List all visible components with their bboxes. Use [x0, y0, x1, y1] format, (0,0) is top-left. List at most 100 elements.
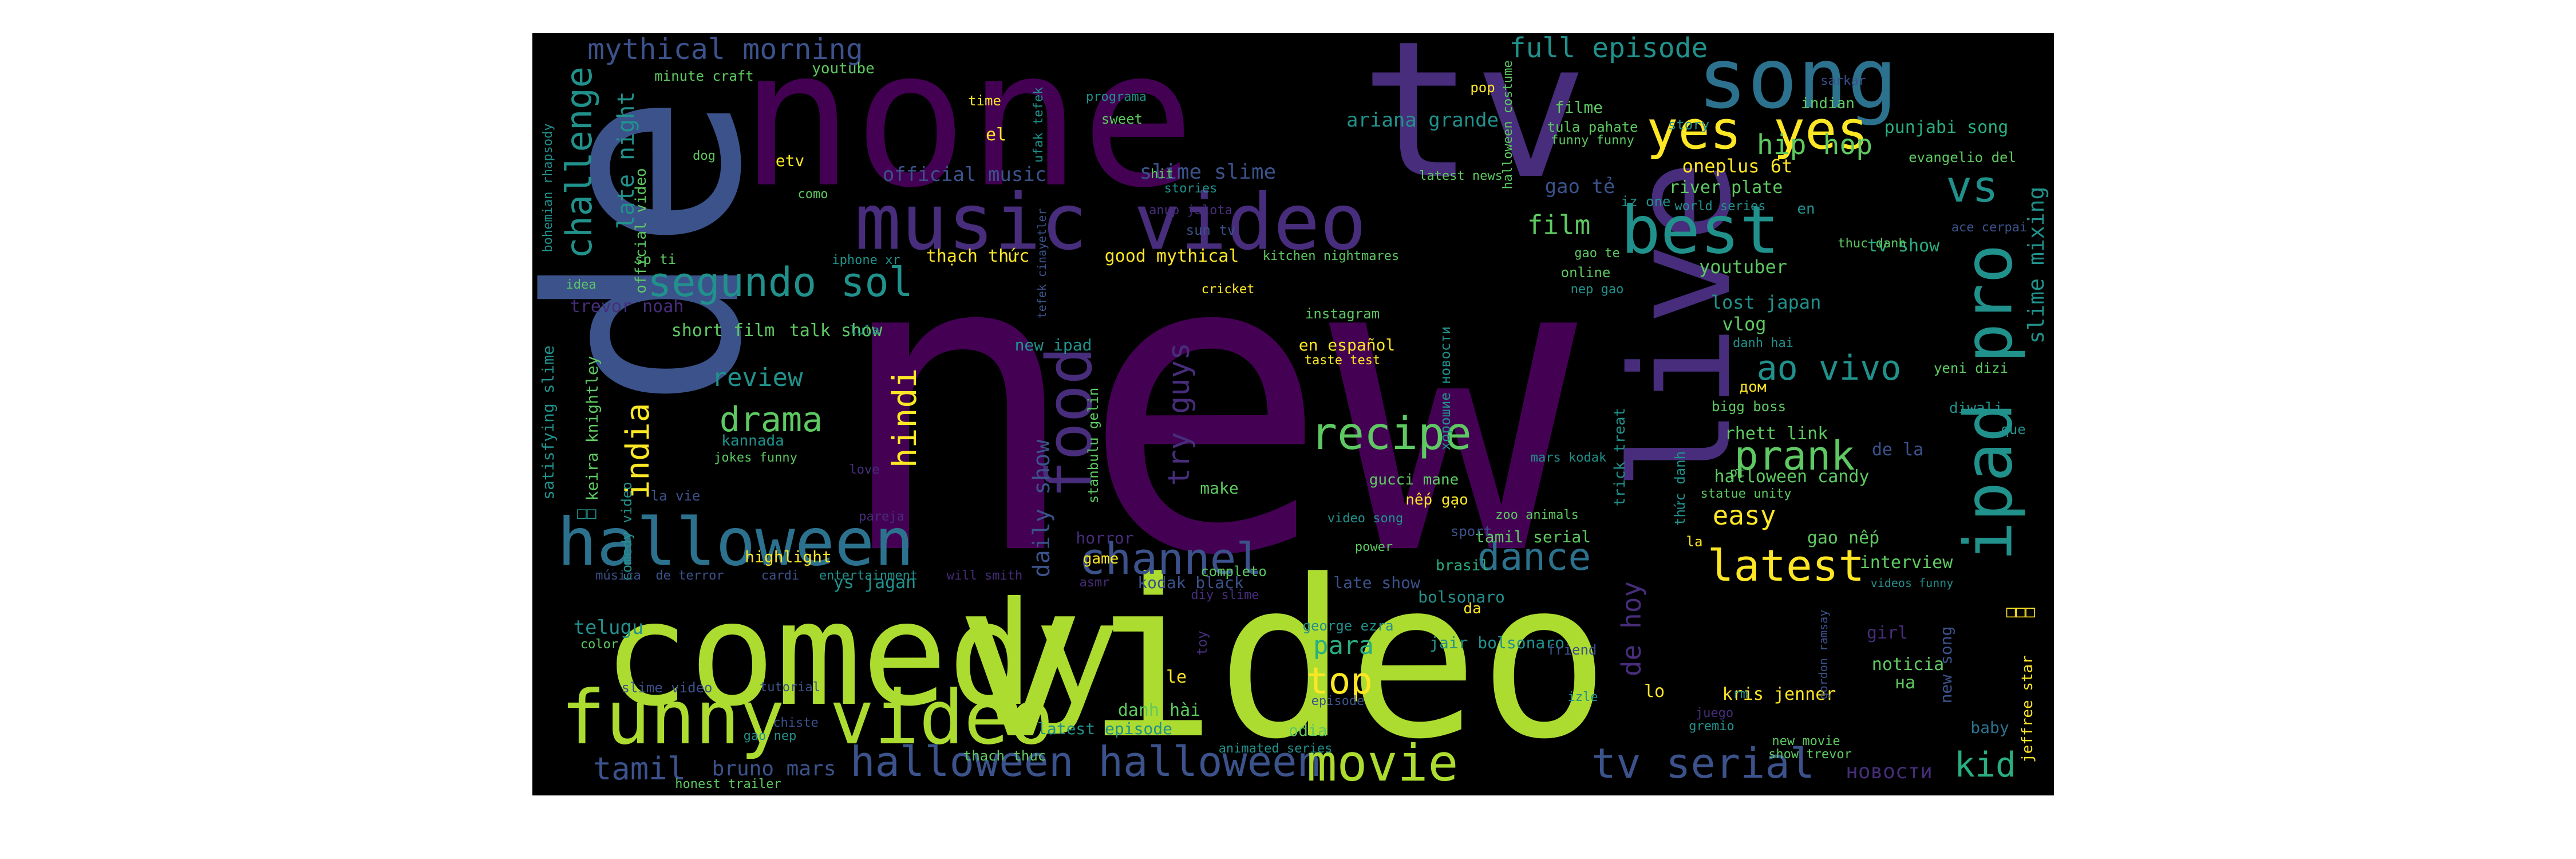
word: oneplus 6t: [1682, 155, 1793, 177]
word: sweet: [1101, 111, 1143, 127]
word: love: [849, 463, 880, 477]
word: stanbulu gelin: [1085, 387, 1101, 504]
word: world series: [1674, 199, 1766, 214]
word: lost japan: [1710, 291, 1822, 313]
word: full episode: [1509, 33, 1708, 64]
word: pareja: [859, 510, 904, 524]
word: comedy: [603, 571, 1120, 738]
word: kitchen nightmares: [1262, 249, 1400, 263]
word: story: [1668, 117, 1710, 133]
word: none: [740, 33, 1195, 229]
word: best: [1621, 192, 1780, 269]
word: tamil: [592, 751, 686, 787]
word: programa: [1086, 90, 1147, 104]
word: latest news: [1419, 169, 1503, 183]
word: para: [1313, 631, 1374, 660]
word: tamil serial: [1475, 527, 1591, 546]
word: como: [797, 187, 828, 202]
word: tula pahate: [1547, 119, 1638, 135]
word: cardi: [761, 569, 800, 583]
word: jair bolsonaro: [1429, 633, 1565, 652]
word: recipe: [1310, 408, 1472, 460]
word: da: [1463, 600, 1481, 617]
word: en español: [1298, 336, 1396, 354]
word: late show: [1333, 573, 1420, 592]
word: hindi: [885, 368, 924, 468]
word: official music: [882, 163, 1047, 186]
word: hip hop: [1756, 129, 1873, 161]
word: nep gao: [1570, 282, 1624, 297]
word: channel: [1078, 533, 1263, 584]
word: kid: [1954, 745, 2017, 785]
word: episode: [1311, 694, 1365, 708]
word: gao nếp: [1807, 528, 1880, 548]
word: entertainment: [819, 569, 918, 583]
word: trevor noah: [570, 297, 684, 317]
word: ys jagan: [833, 573, 916, 593]
word: indian: [1801, 95, 1855, 112]
word: bolsonaro: [1418, 588, 1505, 606]
word: latest: [1707, 540, 1865, 591]
word: la vie: [650, 488, 701, 504]
word: rhett link: [1724, 424, 1828, 444]
word: punjabi song: [1884, 117, 2009, 137]
word: gremio: [1689, 719, 1735, 734]
word: новости: [1846, 760, 1933, 783]
word: gao tẻ: [1544, 175, 1615, 198]
word: prank: [1734, 432, 1855, 479]
word: power: [1354, 540, 1393, 554]
word: trick treat: [1611, 407, 1629, 507]
word: friend: [1547, 642, 1597, 658]
word: new movie: [1772, 734, 1840, 748]
word: talk show: [789, 321, 883, 341]
word: try guys: [1162, 342, 1196, 486]
word: odia: [1289, 721, 1327, 740]
word: música: [595, 569, 641, 583]
word: instagram: [1305, 306, 1380, 322]
word: stories: [1164, 182, 1218, 196]
word: noticia: [1871, 655, 1945, 675]
word: iz one: [1621, 194, 1671, 210]
word: video: [955, 533, 1610, 787]
word: girl: [1866, 623, 1909, 643]
word: izle: [1567, 690, 1598, 704]
word: jeffree star: [2019, 655, 2036, 763]
word: tv serial: [1591, 739, 1815, 787]
word: drama: [719, 400, 823, 440]
word: taste test: [1304, 353, 1381, 368]
word: idea: [566, 278, 596, 292]
word: la: [1686, 534, 1703, 550]
word: gordon ramsay: [1816, 609, 1830, 700]
word: yes yes: [1646, 100, 1868, 161]
word: music video: [854, 177, 1367, 267]
word: song: [1697, 33, 1898, 128]
word: ao vivo: [1756, 348, 1902, 388]
word: thach thuc: [963, 748, 1046, 764]
word: comedy video: [619, 482, 635, 581]
word: youtube: [812, 60, 875, 77]
word: tutorial: [760, 680, 820, 695]
word: lula: [849, 324, 880, 338]
word: halloween halloween: [850, 738, 1322, 786]
word: le: [1165, 667, 1187, 687]
word: will smith: [946, 569, 1023, 583]
word: slime slime: [1139, 160, 1277, 184]
word: bruno mars: [712, 757, 836, 781]
word: vs: [1946, 161, 1998, 212]
word: funny video: [560, 674, 1054, 761]
word: danh hài: [1117, 700, 1201, 720]
word: daily show: [1029, 439, 1055, 578]
word: halloween candy: [1714, 467, 1870, 487]
word: good mythical: [1104, 246, 1239, 266]
word: dance: [1477, 535, 1591, 579]
word: □□□: [2006, 602, 2036, 621]
word: pop: [1470, 80, 1495, 96]
word: slime video: [621, 680, 713, 696]
word: new ipad: [1014, 336, 1092, 354]
word: game: [1082, 550, 1119, 568]
word: review: [712, 363, 803, 392]
word: iphone xr: [832, 253, 900, 267]
word: satisfying slime: [539, 345, 558, 500]
word: completo: [1200, 564, 1267, 580]
word: telugu: [573, 616, 644, 639]
